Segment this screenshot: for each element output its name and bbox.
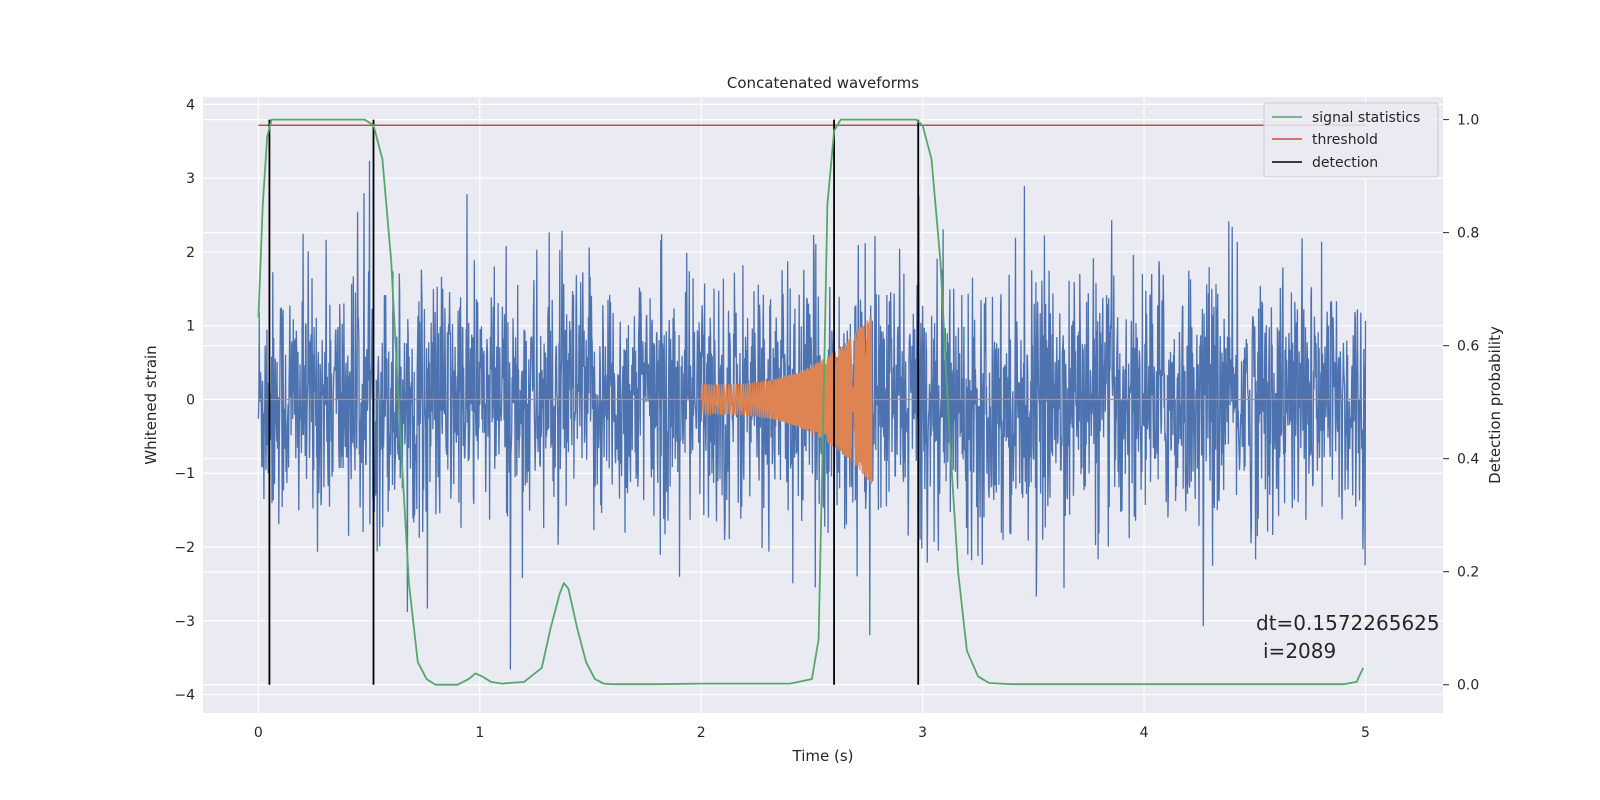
- x-tick-label-4: 4: [1140, 725, 1149, 741]
- legend-label-threshold: threshold: [1312, 132, 1378, 148]
- x-tick-label-5: 5: [1361, 725, 1370, 741]
- x-tick-label-3: 3: [918, 725, 927, 741]
- y-tick-label-left-6: 2: [186, 245, 195, 261]
- y-tick-label-right-1: 0.2: [1457, 565, 1479, 581]
- x-ticks: 0 1 2 3 4 5: [254, 725, 1370, 741]
- y-tick-label-left-3: −1: [174, 466, 195, 482]
- y-tick-label-left-7: 3: [186, 171, 195, 187]
- y-ticks-right: 0.0 0.2 0.4 0.6 0.8 1.0: [1443, 113, 1479, 694]
- y-tick-label-left-5: 1: [186, 319, 195, 335]
- y-tick-label-right-4: 0.8: [1457, 226, 1479, 242]
- annotation-i: i=2089: [1263, 639, 1336, 663]
- y-axis-label-right: Detection probability: [1486, 326, 1504, 484]
- y-tick-label-left-0: −4: [174, 688, 195, 704]
- y-tick-label-left-2: −2: [174, 540, 195, 556]
- y-axis-label-left: Whitened strain: [142, 345, 160, 464]
- signal-statistics-line: [257, 118, 1365, 686]
- legend-box: [1263, 102, 1439, 178]
- legend: signal statistics threshold detection: [1263, 102, 1439, 178]
- x-tick-label-2: 2: [697, 725, 706, 741]
- injection-layer: [258, 316, 1366, 484]
- chart-title: Concatenated waveforms: [727, 74, 919, 92]
- x-axis-label: Time (s): [792, 747, 854, 765]
- y-ticks-left: −4 −3 −2 −1 0 1 2 3 4: [174, 97, 195, 703]
- y-tick-label-right-5: 1.0: [1457, 113, 1479, 129]
- y-tick-label-left-8: 4: [186, 97, 195, 113]
- annotation-dt: dt=0.1572265625: [1256, 611, 1440, 635]
- y-tick-label-left-4: 0: [186, 392, 195, 408]
- y-tick-label-right-2: 0.4: [1457, 452, 1479, 468]
- y-tick-label-right-0: 0.0: [1457, 678, 1479, 694]
- injection-line: [258, 316, 1366, 484]
- y-tick-label-left-1: −3: [174, 614, 195, 630]
- legend-label-detection: detection: [1312, 155, 1378, 171]
- x-tick-label-1: 1: [475, 725, 484, 741]
- stat-layer: [257, 118, 1365, 686]
- legend-label-signal-statistics: signal statistics: [1312, 110, 1420, 126]
- x-tick-label-0: 0: [254, 725, 263, 741]
- y-tick-label-right-3: 0.6: [1457, 339, 1479, 355]
- detection-layer: [268, 119, 920, 685]
